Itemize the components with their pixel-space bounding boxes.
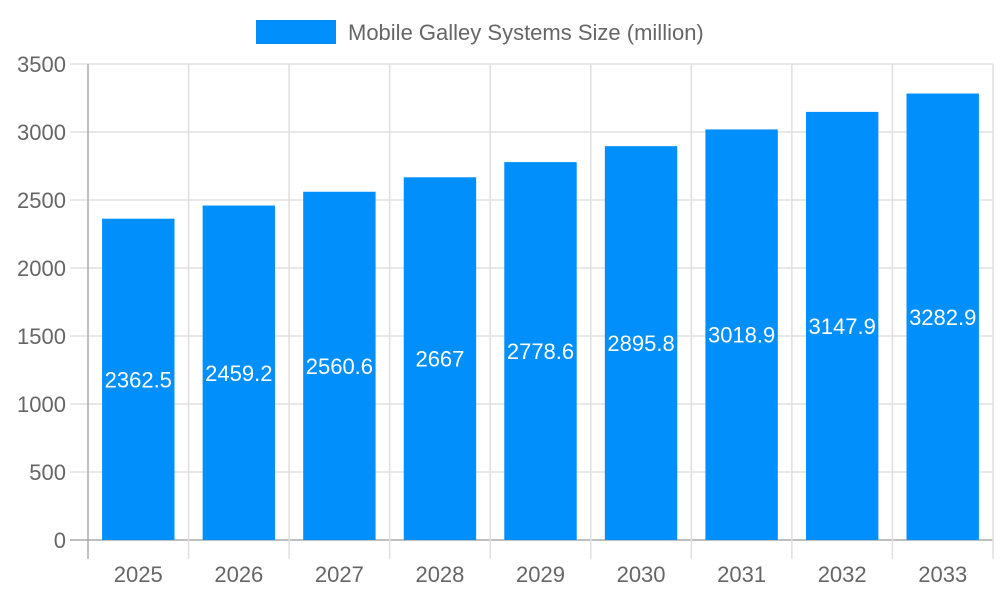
x-tick-label: 2026 [214,562,263,587]
bar [403,177,477,540]
y-tick-label: 3500 [17,52,66,77]
x-tick-label: 2029 [516,562,565,587]
x-tick-label: 2031 [717,562,766,587]
x-tick-label: 2033 [918,562,967,587]
x-tick-label: 2027 [315,562,364,587]
data-label: 2778.6 [507,339,574,364]
x-tick-label: 2025 [114,562,163,587]
legend[interactable]: Mobile Galley Systems Size (million) [256,20,704,45]
bar [906,93,979,540]
data-label: 2895.8 [607,331,674,356]
y-tick-label: 500 [29,460,66,485]
legend-label: Mobile Galley Systems Size (million) [348,20,704,45]
data-label: 3018.9 [708,323,775,348]
data-label: 2459.2 [205,361,272,386]
y-tick-label: 2500 [17,188,66,213]
data-label: 2362.5 [105,367,172,392]
y-tick-label: 1000 [17,392,66,417]
y-tick-label: 1500 [17,324,66,349]
y-tick-label: 3000 [17,120,66,145]
y-tick-label: 2000 [17,256,66,281]
x-tick-label: 2028 [415,562,464,587]
data-label: 2560.6 [306,354,373,379]
x-tick-label: 2032 [818,562,867,587]
bars: 2362.5 2459.2 2560.6 2667 2778.6 2895.8 3018.9… [102,93,979,541]
bar [705,129,778,540]
x-tick-label: 2030 [617,562,666,587]
bar [102,218,175,540]
data-label: 2667 [415,347,464,372]
y-tick-label: 0 [54,528,66,553]
bar [604,146,678,540]
axes: 0 500 1000 1500 2000 2500 3000 3500 2025 2026 2027… [17,52,967,587]
legend-swatch [256,20,336,44]
bar [805,111,879,541]
data-label: 3147.9 [809,314,876,339]
data-label: 3282.9 [909,305,976,330]
bar [202,205,276,540]
bar [303,191,376,540]
bar [504,162,577,540]
